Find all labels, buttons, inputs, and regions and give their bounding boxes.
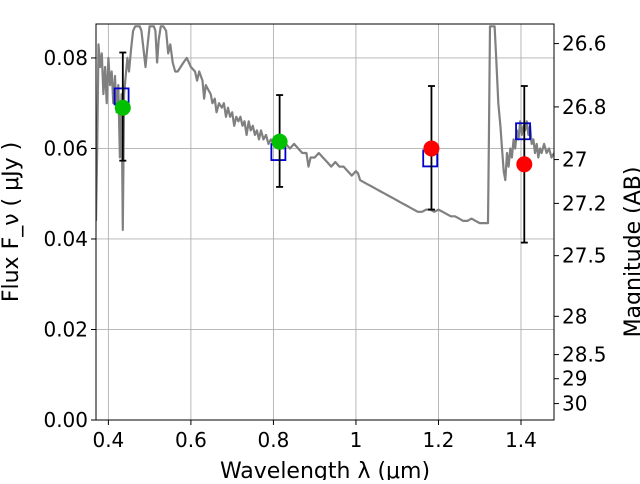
right-tick-label: 27 — [562, 148, 587, 172]
y-tick-label: 0.08 — [43, 46, 88, 70]
red-point — [423, 140, 440, 157]
right-tick-label: 28.5 — [562, 343, 607, 367]
axes: 0.4 0.6 0.8 1 1.2 1.4 0.00 0.02 0.04 0.06 0.08 26.6… — [43, 23, 607, 452]
model-photometry-marker — [515, 122, 531, 141]
right-tick-label: 30 — [562, 392, 587, 416]
y-tick-label: 0.04 — [43, 227, 88, 251]
x-tick-label: 0.8 — [258, 428, 290, 452]
right-tick-label: 26.8 — [562, 95, 607, 119]
right-tick-label: 26.6 — [562, 32, 607, 56]
right-tick-label: 28 — [562, 304, 587, 328]
y-tick-label: 0.00 — [43, 408, 88, 432]
red-point — [516, 156, 533, 173]
green-point — [271, 133, 288, 150]
green-point — [114, 99, 131, 116]
x-tick-label: 1 — [350, 428, 363, 452]
y-tick-label: 0.06 — [43, 136, 88, 160]
right-tick-label: 29 — [562, 367, 587, 391]
y-tick-label: 0.02 — [43, 317, 88, 341]
plot-frame — [95, 23, 555, 421]
x-tick-label: 0.6 — [175, 428, 207, 452]
series-group — [96, 25, 554, 244]
x-tick-label: 1.2 — [423, 428, 455, 452]
x-tick-label: 0.4 — [92, 428, 124, 452]
y-axis-label: Flux F_ν ( μJy ) — [0, 142, 24, 302]
x-axis-label: Wavelength λ (μm) — [220, 459, 430, 480]
right-axis-label: Magnitude (AB) — [621, 167, 640, 338]
right-tick-label: 27.5 — [562, 244, 607, 268]
right-tick-label: 27.2 — [562, 191, 607, 215]
x-tick-label: 1.4 — [505, 428, 537, 452]
plot-area — [96, 25, 554, 244]
sed-model-line — [96, 25, 554, 231]
